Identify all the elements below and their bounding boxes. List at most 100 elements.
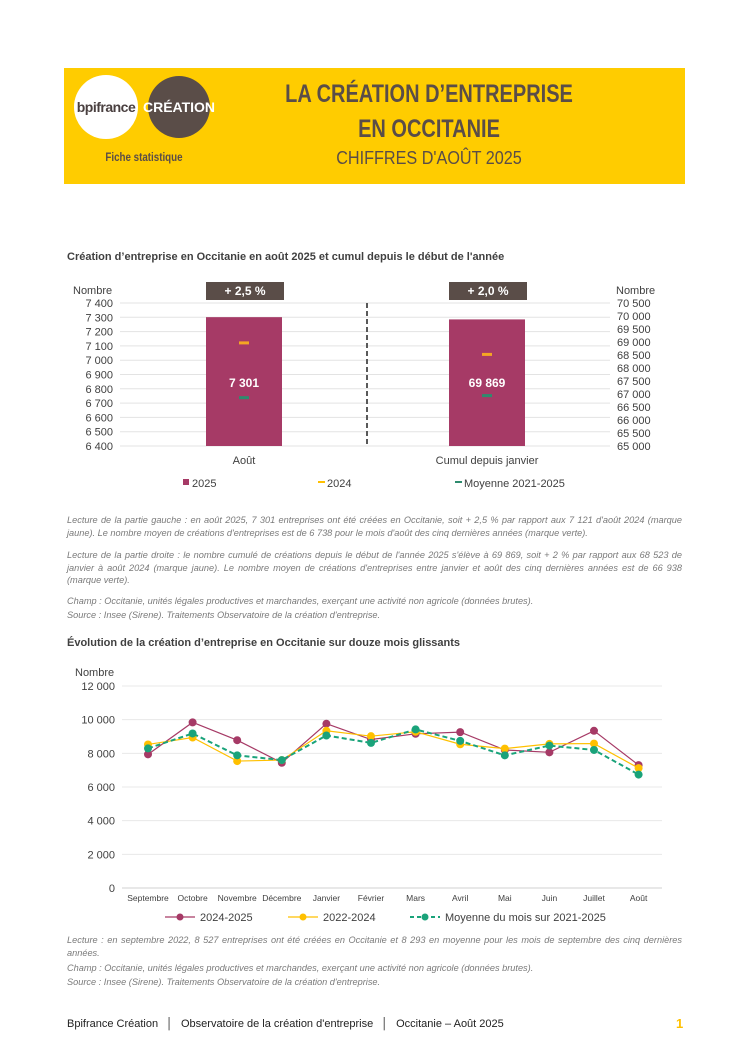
footer-region-date: Occitanie – Août 2025 xyxy=(396,1018,504,1030)
fiche-label: Fiche statistique xyxy=(105,152,183,164)
legend-marker xyxy=(299,913,307,921)
data-point xyxy=(233,757,242,766)
data-point xyxy=(500,751,509,760)
page-title-line2: EN OCCITANIE xyxy=(358,115,500,143)
data-point xyxy=(456,728,465,737)
chart2-note-source: Source : Insee (Sirene). Traitements Obs… xyxy=(67,977,381,987)
x-tick: Octobre xyxy=(177,893,208,903)
data-point xyxy=(233,751,242,760)
series-line-2 xyxy=(147,728,640,776)
y-tick: 12 000 xyxy=(81,681,115,693)
y-tick: 2 000 xyxy=(87,849,115,861)
bar-value-label: 7 301 xyxy=(229,376,259,390)
y-tick-left: 6 700 xyxy=(85,398,113,410)
legend-label: 2022-2024 xyxy=(323,912,376,924)
variation-badge-text: + 2,5 % xyxy=(224,284,265,298)
bpifrance-logo: bpifrance xyxy=(74,75,138,139)
y-tick-left: 6 400 xyxy=(85,441,113,453)
data-point xyxy=(277,756,286,765)
x-tick: Septembre xyxy=(127,893,169,903)
creation-logo: CRÉATION xyxy=(143,76,215,138)
x-tick: Juin xyxy=(542,893,558,903)
data-point xyxy=(367,738,375,747)
y-tick: 6 000 xyxy=(87,782,115,794)
y-tick-left: 7 400 xyxy=(85,298,113,310)
y-tick: 0 xyxy=(109,883,115,895)
y-tick-left: 7 000 xyxy=(85,355,113,367)
legend-marker xyxy=(176,913,184,921)
y-axis-label: Nombre xyxy=(75,667,114,679)
data-point xyxy=(545,748,554,757)
y-tick-right: 68 000 xyxy=(617,363,651,375)
x-tick: Janvier xyxy=(313,893,341,903)
y-tick: 8 000 xyxy=(87,748,115,760)
y-tick: 4 000 xyxy=(87,816,115,828)
page-subtitle: CHIFFRES D'AOÛT 2025 xyxy=(336,148,522,168)
y-tick-right: 67 000 xyxy=(617,389,651,401)
y-axis-label-right: Nombre xyxy=(616,285,655,297)
data-point xyxy=(144,744,152,753)
x-tick: Décembre xyxy=(262,893,301,903)
data-point xyxy=(590,726,598,735)
chart1-note-left: Lecture de la partie gauche : en août 20… xyxy=(67,515,682,538)
data-point xyxy=(188,718,197,727)
x-tick: Novembre xyxy=(218,893,257,903)
data-point xyxy=(545,741,554,750)
y-tick-left: 7 200 xyxy=(85,327,113,339)
page-number: 1 xyxy=(676,1016,684,1031)
marker-2024 xyxy=(239,341,249,345)
legend-label: Moyenne du mois sur 2021-2025 xyxy=(445,912,606,924)
header-banner: bpifrance CRÉATION Fiche statistique LA … xyxy=(64,68,685,184)
y-tick-left: 6 900 xyxy=(85,370,113,382)
legend-swatch xyxy=(183,479,189,485)
y-tick-right: 65 000 xyxy=(617,441,651,453)
chart1-note-champ: Champ : Occitanie, unités légales produc… xyxy=(67,596,534,606)
data-point xyxy=(500,744,509,753)
x-category-label: Août xyxy=(233,455,256,467)
y-tick-right: 69 000 xyxy=(617,337,651,349)
legend-swatch xyxy=(318,481,325,483)
chart1-note-source: Source : Insee (Sirene). Traitements Obs… xyxy=(67,610,381,620)
data-point xyxy=(322,719,331,728)
y-axis-label-left: Nombre xyxy=(73,285,112,297)
bar-value-label: 69 869 xyxy=(469,376,506,390)
data-point xyxy=(188,729,197,738)
legend-label: 2024 xyxy=(327,478,351,490)
marker-2024 xyxy=(482,352,492,356)
chart2-note-lecture: Lecture : en septembre 2022, 8 527 entre… xyxy=(67,935,682,958)
x-tick: Août xyxy=(630,893,648,903)
y-tick-right: 66 000 xyxy=(617,415,651,427)
marker-moyenne xyxy=(239,396,249,400)
legend-label: 2024-2025 xyxy=(200,912,253,924)
data-point xyxy=(634,764,643,773)
x-category-label: Cumul depuis janvier xyxy=(436,455,539,467)
data-point xyxy=(634,770,643,779)
footer-brand: Bpifrance Création xyxy=(67,1018,159,1030)
legend-label: 2025 xyxy=(192,478,216,490)
footer: Bpifrance Création │ Observatoire de la cr… xyxy=(67,1018,504,1030)
data-point xyxy=(590,739,598,748)
x-tick: Mai xyxy=(498,893,512,903)
bar-2025 xyxy=(449,319,525,446)
series-line-1 xyxy=(147,730,639,769)
x-tick: Avril xyxy=(452,893,468,903)
legend-marker xyxy=(421,913,429,921)
x-tick: Mars xyxy=(406,893,425,903)
y-tick-left: 7 300 xyxy=(85,312,113,324)
data-point xyxy=(233,736,242,745)
data-point xyxy=(590,745,598,754)
footer-observatoire: Observatoire de la création d'entreprise xyxy=(180,1018,374,1030)
variation-badge xyxy=(449,282,527,300)
y-tick-left: 6 600 xyxy=(85,412,113,424)
legend-swatch xyxy=(455,481,462,483)
data-point xyxy=(367,732,375,741)
y-tick-right: 70 000 xyxy=(617,311,651,323)
y-tick-right: 70 500 xyxy=(617,298,651,310)
marker-moyenne xyxy=(482,394,492,398)
bar-2025 xyxy=(206,317,282,446)
x-tick: Février xyxy=(358,893,385,903)
y-tick-right: 68 500 xyxy=(617,350,651,362)
y-tick-right: 65 500 xyxy=(617,428,651,440)
y-tick-right: 67 500 xyxy=(617,376,651,388)
